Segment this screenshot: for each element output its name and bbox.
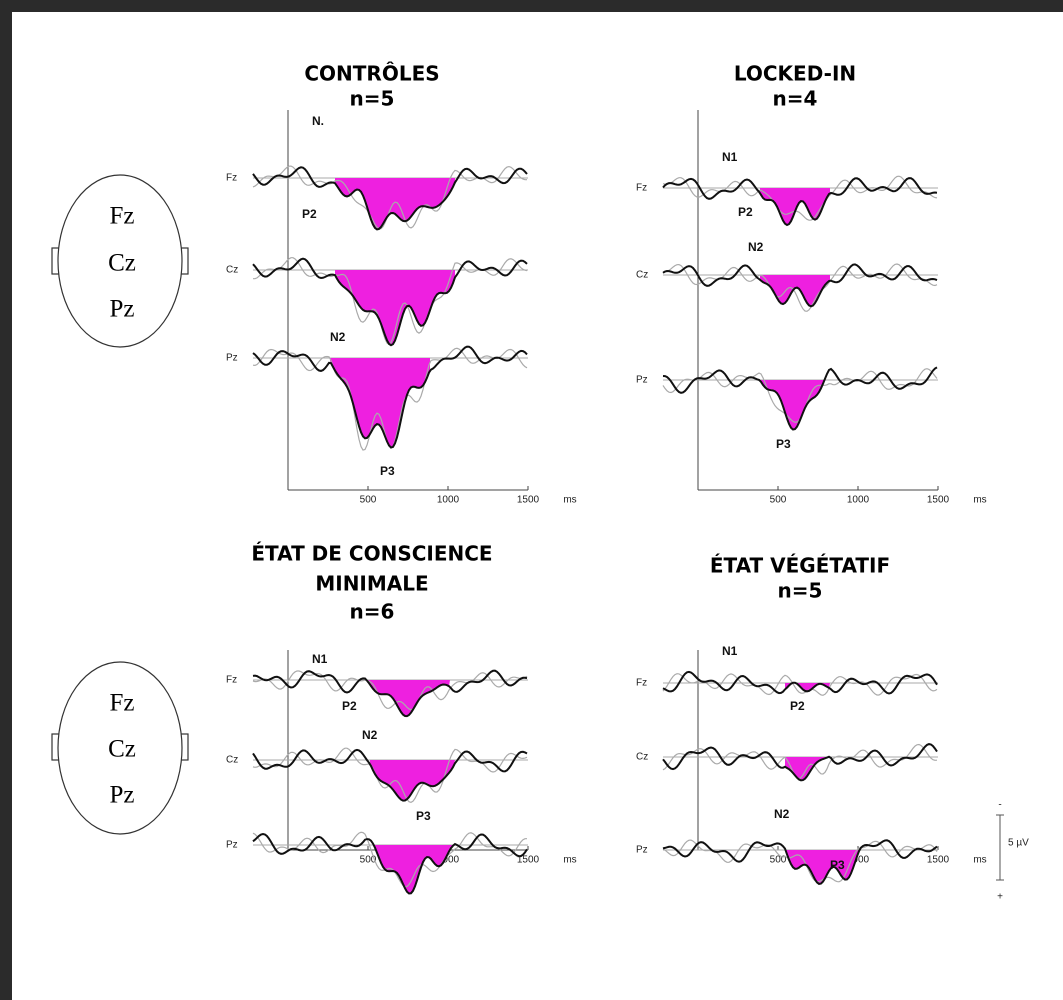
head-label: Pz	[110, 782, 135, 809]
channel-label: Fz	[226, 675, 237, 686]
channel-label: Pz	[636, 845, 648, 856]
peak-label: N1	[722, 150, 738, 164]
channel-label: Cz	[226, 755, 238, 766]
panel-title: n=6	[350, 600, 395, 624]
peak-label: N2	[774, 807, 790, 821]
peak-label: P3	[416, 809, 431, 823]
x-tick-label: 500	[360, 495, 377, 506]
panel-title: n=4	[773, 87, 818, 111]
scale-label: 5 µV	[1008, 838, 1029, 849]
channel-label: Cz	[636, 270, 648, 281]
head-label: Fz	[110, 690, 135, 717]
head-label: Cz	[108, 736, 136, 763]
peak-label: P3	[830, 858, 845, 872]
channel-label: Pz	[226, 353, 238, 364]
x-tick-label: 1500	[517, 495, 540, 506]
peak-label: P2	[738, 205, 753, 219]
head-label: Cz	[108, 250, 136, 277]
x-unit: ms	[973, 495, 986, 506]
channel-label: Cz	[636, 752, 648, 763]
x-tick-label: 1000	[847, 495, 870, 506]
head-label: Pz	[110, 296, 135, 323]
channel-label: Fz	[226, 173, 237, 184]
panel-title: LOCKED-IN	[734, 62, 856, 86]
peak-label: P2	[302, 207, 317, 221]
x-unit: ms	[563, 495, 576, 506]
panel-title: CONTRÔLES	[304, 62, 439, 86]
figure: Fz Cz Pz Fz Cz Pz - 5 µV + CONTRÔLESn=55…	[0, 0, 1063, 1000]
x-unit: ms	[563, 855, 576, 866]
head-label: Fz	[110, 203, 135, 230]
peak-label: N2	[362, 728, 378, 742]
scale-plus: +	[997, 892, 1003, 903]
peak-label: P2	[790, 699, 805, 713]
panel-title: n=5	[350, 87, 395, 111]
peak-label: N.	[312, 114, 324, 128]
peak-label: P3	[380, 464, 395, 478]
panel-title: n=5	[778, 579, 823, 603]
panel-title: MINIMALE	[315, 572, 428, 596]
channel-label: Pz	[636, 375, 648, 386]
channel-label: Fz	[636, 183, 647, 194]
x-tick-label: 500	[770, 495, 787, 506]
channel-label: Fz	[636, 678, 647, 689]
peak-label: N1	[312, 652, 328, 666]
peak-label: N1	[722, 644, 738, 658]
peak-label: P3	[776, 437, 791, 451]
peak-label: N2	[330, 330, 346, 344]
scale-minus: -	[998, 800, 1001, 811]
x-tick-label: 1500	[927, 855, 950, 866]
x-unit: ms	[973, 855, 986, 866]
canvas	[12, 12, 1063, 1000]
panel-title: ÉTAT DE CONSCIENCE	[251, 542, 492, 566]
peak-label: P2	[342, 699, 357, 713]
x-tick-label: 1000	[437, 495, 460, 506]
x-tick-label: 1500	[927, 495, 950, 506]
peak-label: N2	[748, 240, 764, 254]
panel-title: ÉTAT VÉGÉTATIF	[710, 554, 890, 578]
channel-label: Pz	[226, 840, 238, 851]
channel-label: Cz	[226, 265, 238, 276]
